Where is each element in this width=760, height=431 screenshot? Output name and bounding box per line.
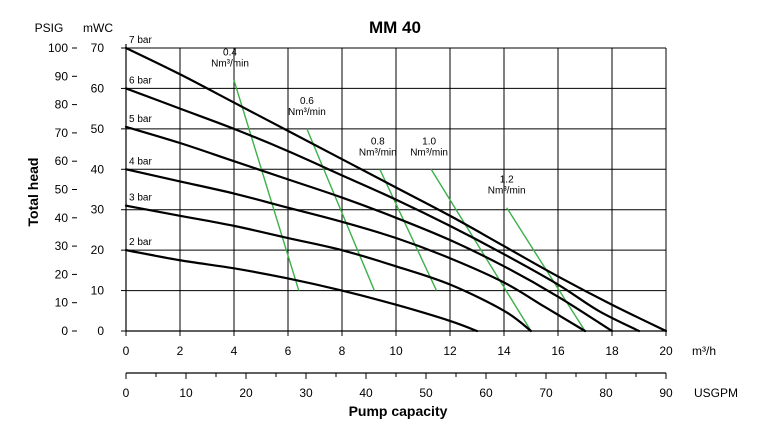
flow-line-label: 0.6 [300,96,314,107]
x2-tick-label: 10 [179,386,193,400]
y2-tick-label: 40 [55,211,69,225]
y-tick-label: 30 [91,203,105,217]
y-tick-label: 50 [91,122,105,136]
x2-tick-label: 60 [479,386,493,400]
x2-tick-label: 50 [419,386,433,400]
x-tick-label: 2 [177,344,184,358]
y-tick-label: 0 [97,324,104,338]
x-tick-label: 10 [389,344,403,358]
pressure-curve-label: 7 bar [129,35,152,46]
y2-tick-label: 100 [48,41,68,55]
pressure-curve-label: 4 bar [129,156,152,167]
x2-tick-label: 30 [299,386,313,400]
flow-line-label: Nm³/min [359,147,397,158]
y-tick-label: 20 [91,243,105,257]
flow-line-label: Nm³/min [488,186,526,197]
x2-tick-label: 20 [239,386,253,400]
y2-tick-label: 60 [55,154,69,168]
pressure-curve-label: 3 bar [129,193,152,204]
x-tick-label: 18 [605,344,619,358]
x2-tick-label: 40 [359,386,373,400]
x-unit-label: m³/h [692,344,716,358]
pressure-curve-label: 5 bar [129,114,152,125]
x-tick-label: 12 [443,344,457,358]
y-tick-label: 60 [91,81,105,95]
pressure-curve [124,46,668,333]
x-tick-label: 8 [339,344,346,358]
y2-tick-label: 70 [55,126,69,140]
x-tick-label: 6 [285,344,292,358]
pressure-curve [124,204,533,333]
y2-unit-label: PSIG [35,21,64,35]
y2-tick-label: 90 [55,69,69,83]
x2-tick-label: 0 [123,386,130,400]
flow-line [233,80,300,291]
y2-tick-label: 80 [55,98,69,112]
y2-tick-label: 10 [55,296,69,310]
x2-unit-label: USGPM [694,386,738,400]
flow-line-label: Nm³/min [288,107,326,118]
pressure-curves [124,46,668,333]
pressure-curve [124,87,641,333]
x-tick-label: 16 [551,344,565,358]
x-tick-label: 14 [497,344,511,358]
flow-line-label: 0.4 [223,47,237,58]
x-tick-label: 4 [231,344,238,358]
flow-line-label: 1.0 [422,136,436,147]
grid [126,47,667,331]
flow-line [306,128,376,291]
x2-tick-label: 80 [599,386,613,400]
pressure-curve [124,168,587,333]
x-axis-title: Pump capacity [349,403,448,419]
flow-line-label: Nm³/min [410,147,448,158]
curve-labels: 0.4Nm³/min0.6Nm³/min0.8Nm³/min1.0Nm³/min… [129,35,526,248]
y-tick-label: 10 [91,284,105,298]
y2-tick-label: 30 [55,239,69,253]
x2-tick-label: 70 [539,386,553,400]
flow-line-label: Nm³/min [211,58,249,69]
flow-line [430,168,532,332]
pressure-curve [124,125,614,333]
pressure-curve-label: 2 bar [129,237,152,248]
flow-line-label: 0.8 [371,136,385,147]
chart-title: MM 40 [369,18,421,37]
y-tick-label: 40 [91,162,105,176]
pressure-curve [124,249,479,333]
pressure-curve-label: 6 bar [129,75,152,86]
y2-tick-label: 20 [55,267,69,281]
y-axis-title: Total head [25,158,41,227]
x2-tick-label: 90 [659,386,673,400]
flow-line [379,168,438,291]
y-tick-label: 70 [91,41,105,55]
x-tick-label: 20 [659,344,673,358]
x-tick-label: 0 [123,344,130,358]
y2-tick-label: 0 [61,324,68,338]
flow-line-label: 1.2 [500,175,514,186]
y2-tick-label: 50 [55,183,69,197]
y-unit-label: mWC [83,21,113,35]
